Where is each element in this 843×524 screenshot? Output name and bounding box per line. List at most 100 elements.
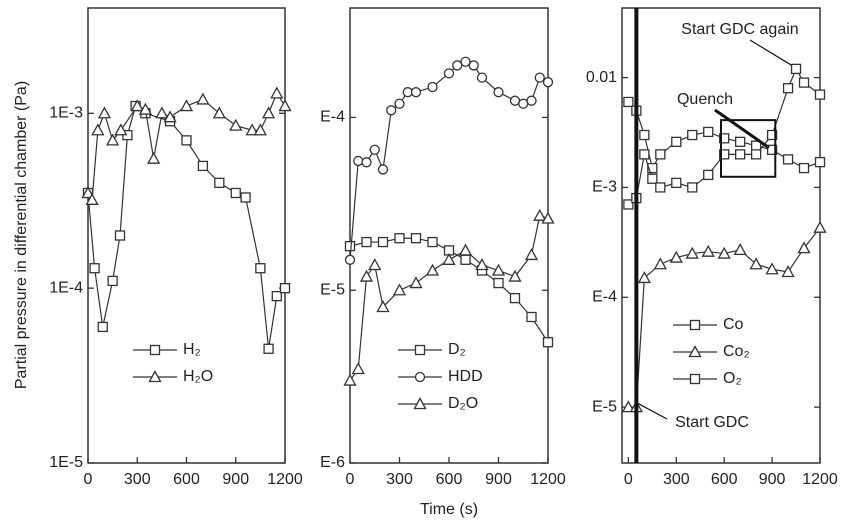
data-point xyxy=(735,149,746,160)
legend-marker xyxy=(149,344,161,356)
data-point xyxy=(655,149,666,160)
data-point xyxy=(475,258,489,271)
data-point xyxy=(253,123,267,136)
data-point xyxy=(782,83,794,94)
data-point xyxy=(655,182,666,193)
data-point xyxy=(353,155,364,167)
data-point xyxy=(703,126,714,138)
data-point xyxy=(361,157,372,168)
data-point xyxy=(813,220,827,233)
data-point xyxy=(653,257,667,270)
data-point xyxy=(623,199,634,210)
data-point xyxy=(814,156,826,168)
data-point xyxy=(493,277,504,289)
annotation: Quench xyxy=(677,91,733,108)
data-point xyxy=(509,292,521,304)
data-point xyxy=(671,136,682,147)
x-tick-label: 600 xyxy=(173,471,200,488)
data-point xyxy=(749,257,763,270)
series-line xyxy=(628,67,821,205)
data-point xyxy=(409,276,423,289)
legend-marker xyxy=(148,370,162,383)
data-point xyxy=(107,275,118,287)
data-point xyxy=(179,99,194,112)
y-tick-label: 1E-4 xyxy=(49,279,83,296)
x-tick-label: 900 xyxy=(485,471,512,488)
data-point xyxy=(279,282,291,294)
legend-marker xyxy=(414,371,426,383)
data-point xyxy=(263,343,274,354)
data-point xyxy=(719,133,730,144)
data-point xyxy=(750,149,762,160)
data-point xyxy=(270,86,284,99)
y-tick-label: 1E-5 xyxy=(49,454,83,471)
x-tick-label: 900 xyxy=(759,471,786,488)
legend-label: H₂O xyxy=(183,368,213,385)
y-tick-label: 0.01 xyxy=(586,69,617,86)
legend-marker xyxy=(414,344,426,356)
data-point xyxy=(508,269,522,282)
data-point xyxy=(685,246,699,259)
x-tick-label: 300 xyxy=(663,471,690,488)
data-point xyxy=(394,233,405,244)
y-tick-label: E-6 xyxy=(320,454,345,471)
data-point xyxy=(491,263,506,276)
x-tick-label: 900 xyxy=(222,471,249,488)
data-point xyxy=(230,187,241,199)
data-point xyxy=(766,129,778,141)
data-point xyxy=(687,182,698,193)
legend-label: H₂ xyxy=(183,341,201,358)
data-point xyxy=(639,149,650,160)
data-point xyxy=(765,262,779,275)
x-tick-label: 1200 xyxy=(267,471,303,488)
data-point xyxy=(89,263,100,274)
data-point xyxy=(534,72,545,83)
data-point xyxy=(410,87,422,98)
data-point xyxy=(526,95,537,106)
data-point xyxy=(790,63,802,75)
data-point xyxy=(361,236,372,248)
x-axis-label: Time (s) xyxy=(420,501,478,518)
series-line xyxy=(87,105,286,349)
annotation: Start GDC xyxy=(675,414,749,431)
data-point xyxy=(797,241,811,254)
data-point xyxy=(114,123,128,136)
x-tick-label: 0 xyxy=(84,471,93,488)
data-point xyxy=(255,263,266,274)
data-point xyxy=(798,77,810,88)
data-point xyxy=(782,154,794,165)
data-point xyxy=(245,123,259,136)
x-tick-label: 600 xyxy=(436,471,463,488)
data-point xyxy=(719,149,730,160)
legend-label: O₂ xyxy=(723,370,742,387)
data-point xyxy=(701,244,715,257)
data-point xyxy=(637,271,651,284)
x-tick-label: 0 xyxy=(624,471,633,488)
legend-label: HDD xyxy=(448,368,483,385)
x-tick-label: 300 xyxy=(124,471,151,488)
data-point xyxy=(91,123,105,136)
data-point xyxy=(717,246,731,259)
data-point xyxy=(368,258,382,271)
data-point xyxy=(814,89,826,100)
data-point xyxy=(410,233,422,244)
legend-label: D₂ xyxy=(448,341,466,358)
data-point xyxy=(647,173,658,184)
data-point xyxy=(542,77,554,88)
data-point xyxy=(386,105,397,116)
data-point xyxy=(359,269,374,282)
x-tick-label: 1200 xyxy=(802,471,838,488)
y-tick-label: E-4 xyxy=(592,288,617,305)
data-point xyxy=(130,99,144,112)
data-point xyxy=(114,230,126,241)
legend-marker xyxy=(689,319,701,331)
data-point xyxy=(147,151,161,164)
data-point xyxy=(196,92,210,105)
data-point xyxy=(377,164,389,175)
data-point xyxy=(343,373,357,386)
data-point xyxy=(229,118,243,131)
data-point xyxy=(671,177,682,189)
data-point xyxy=(81,186,95,199)
data-point xyxy=(733,243,747,256)
annotation-arrow xyxy=(749,39,792,66)
